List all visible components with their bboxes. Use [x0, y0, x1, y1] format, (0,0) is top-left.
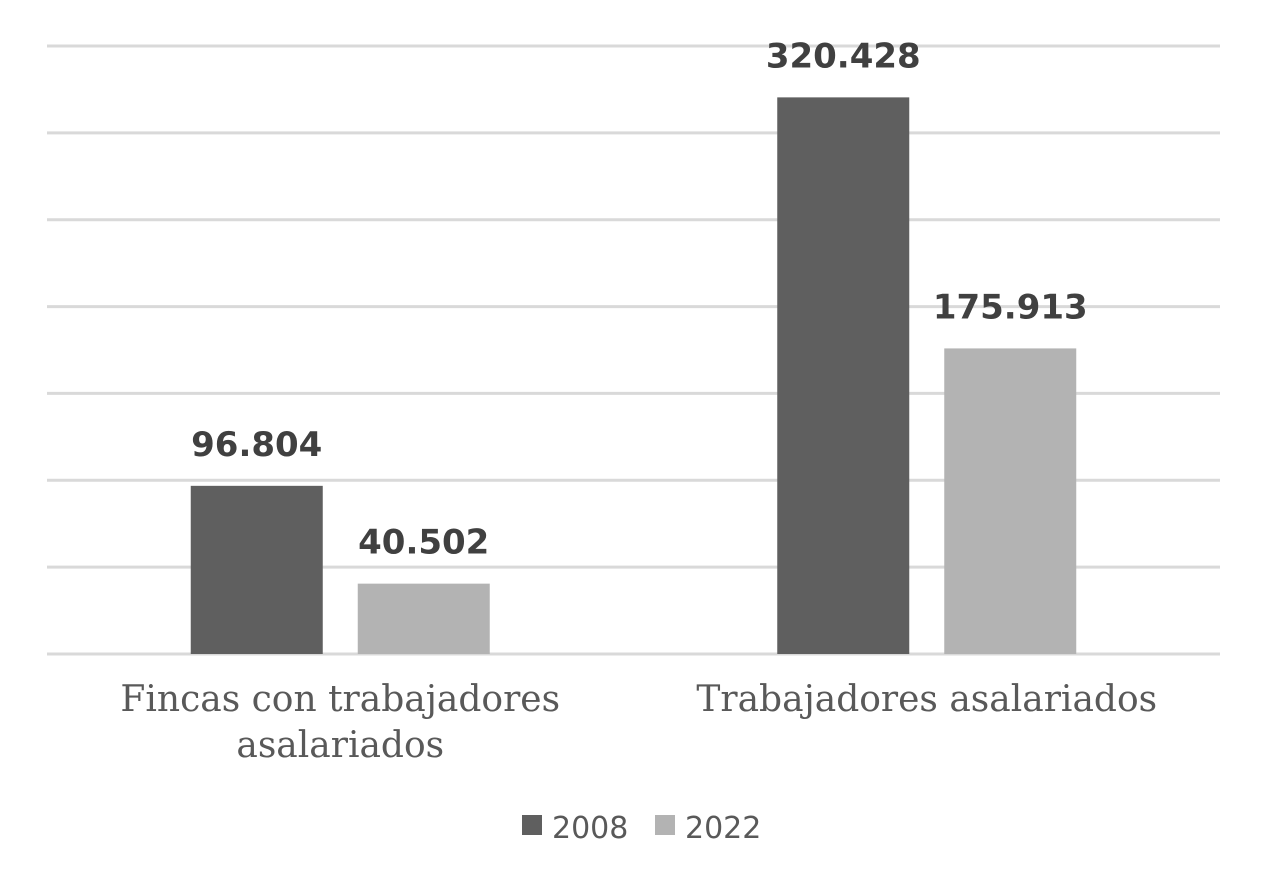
data-labels: 96.804 40.502 320.428 175.913: [191, 36, 1088, 562]
legend: 2008 2022: [522, 811, 761, 846]
bar-2022-1: [944, 348, 1077, 654]
category-label-1: Trabajadores asalariados: [696, 679, 1157, 720]
data-label-2008-1: 320.428: [766, 36, 921, 76]
legend-label-2008: 2008: [552, 811, 628, 846]
category-label-0: asalariados: [236, 725, 444, 766]
category-labels: Fincas con trabajadores asalariados Trabaj…: [120, 679, 1157, 766]
bar-2008-0: [190, 485, 323, 654]
legend-swatch-2022: [655, 815, 675, 835]
data-label-2022-0: 40.502: [358, 523, 489, 563]
bars: [190, 97, 1077, 654]
legend-swatch-2008: [522, 815, 542, 835]
category-label-0: Fincas con trabajadores: [120, 679, 560, 720]
legend-label-2022: 2022: [685, 811, 761, 846]
data-label-2008-0: 96.804: [191, 425, 322, 465]
bar-2008-1: [777, 97, 910, 654]
bar-2022-0: [357, 583, 490, 654]
data-label-2022-1: 175.913: [933, 287, 1088, 327]
